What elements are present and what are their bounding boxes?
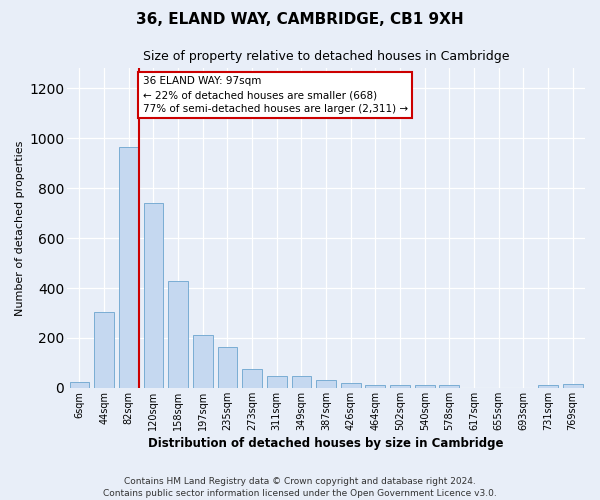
Bar <box>193 336 212 388</box>
Text: Contains HM Land Registry data © Crown copyright and database right 2024.
Contai: Contains HM Land Registry data © Crown c… <box>103 476 497 498</box>
Text: 36 ELAND WAY: 97sqm
← 22% of detached houses are smaller (668)
77% of semi-detac: 36 ELAND WAY: 97sqm ← 22% of detached ho… <box>143 76 407 114</box>
Text: 36, ELAND WAY, CAMBRIDGE, CB1 9XH: 36, ELAND WAY, CAMBRIDGE, CB1 9XH <box>136 12 464 28</box>
Bar <box>538 386 558 388</box>
Bar <box>292 376 311 388</box>
Bar <box>242 369 262 388</box>
Bar <box>341 384 361 388</box>
Bar <box>143 203 163 388</box>
Bar <box>119 147 139 388</box>
Bar <box>439 386 459 388</box>
Bar <box>94 312 114 388</box>
Bar <box>168 280 188 388</box>
Bar <box>70 382 89 388</box>
Title: Size of property relative to detached houses in Cambridge: Size of property relative to detached ho… <box>143 50 509 63</box>
Bar <box>267 376 287 388</box>
Y-axis label: Number of detached properties: Number of detached properties <box>15 140 25 316</box>
Bar <box>563 384 583 388</box>
Bar <box>316 380 336 388</box>
Bar <box>390 386 410 388</box>
Bar <box>415 386 434 388</box>
X-axis label: Distribution of detached houses by size in Cambridge: Distribution of detached houses by size … <box>148 437 504 450</box>
Bar <box>218 346 237 388</box>
Bar <box>365 386 385 388</box>
